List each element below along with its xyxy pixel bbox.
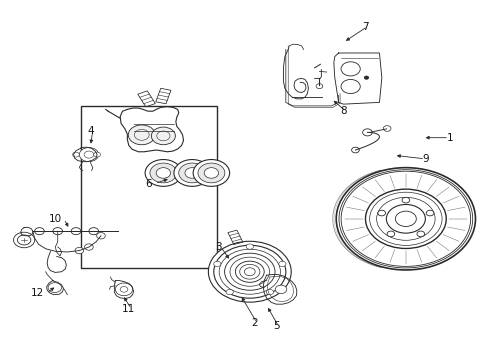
- Text: 9: 9: [423, 154, 429, 164]
- Circle shape: [383, 126, 391, 131]
- Circle shape: [341, 62, 360, 76]
- Circle shape: [145, 159, 182, 186]
- Text: 4: 4: [87, 126, 94, 136]
- Circle shape: [402, 197, 410, 203]
- Circle shape: [193, 159, 230, 186]
- Circle shape: [150, 163, 177, 183]
- Text: 7: 7: [362, 22, 368, 32]
- Circle shape: [246, 244, 253, 249]
- Circle shape: [185, 168, 199, 178]
- Circle shape: [214, 261, 221, 267]
- Circle shape: [179, 163, 206, 183]
- Circle shape: [341, 80, 360, 94]
- Circle shape: [316, 84, 323, 89]
- Circle shape: [204, 168, 219, 178]
- Circle shape: [115, 283, 133, 296]
- Circle shape: [279, 261, 286, 267]
- Circle shape: [417, 231, 425, 237]
- Circle shape: [266, 289, 273, 295]
- Circle shape: [378, 210, 386, 216]
- Circle shape: [352, 147, 359, 153]
- Circle shape: [387, 231, 395, 237]
- Circle shape: [198, 163, 225, 183]
- Text: 5: 5: [273, 321, 279, 332]
- Text: 6: 6: [146, 179, 152, 189]
- Circle shape: [364, 76, 369, 80]
- Circle shape: [275, 285, 287, 294]
- Circle shape: [53, 228, 63, 235]
- Circle shape: [14, 232, 35, 248]
- Circle shape: [174, 159, 210, 186]
- Text: 12: 12: [31, 288, 44, 298]
- Circle shape: [226, 289, 233, 295]
- Circle shape: [94, 152, 100, 157]
- Text: 1: 1: [447, 133, 453, 143]
- Circle shape: [208, 241, 291, 302]
- Circle shape: [156, 168, 171, 178]
- Circle shape: [97, 233, 105, 239]
- Text: 3: 3: [215, 242, 222, 252]
- Circle shape: [35, 228, 44, 235]
- Circle shape: [363, 129, 372, 136]
- Circle shape: [48, 283, 62, 293]
- Circle shape: [79, 148, 98, 162]
- Circle shape: [75, 247, 84, 254]
- Circle shape: [85, 244, 93, 250]
- Text: 10: 10: [49, 214, 62, 224]
- Circle shape: [84, 151, 94, 158]
- Circle shape: [120, 287, 128, 292]
- Circle shape: [71, 228, 81, 235]
- Bar: [80, 106, 218, 268]
- Circle shape: [73, 152, 79, 157]
- Circle shape: [151, 127, 175, 145]
- Text: 11: 11: [122, 304, 135, 314]
- Circle shape: [426, 210, 434, 216]
- Text: 8: 8: [340, 106, 347, 116]
- Text: 2: 2: [251, 318, 258, 328]
- Circle shape: [128, 125, 155, 145]
- Circle shape: [89, 228, 98, 235]
